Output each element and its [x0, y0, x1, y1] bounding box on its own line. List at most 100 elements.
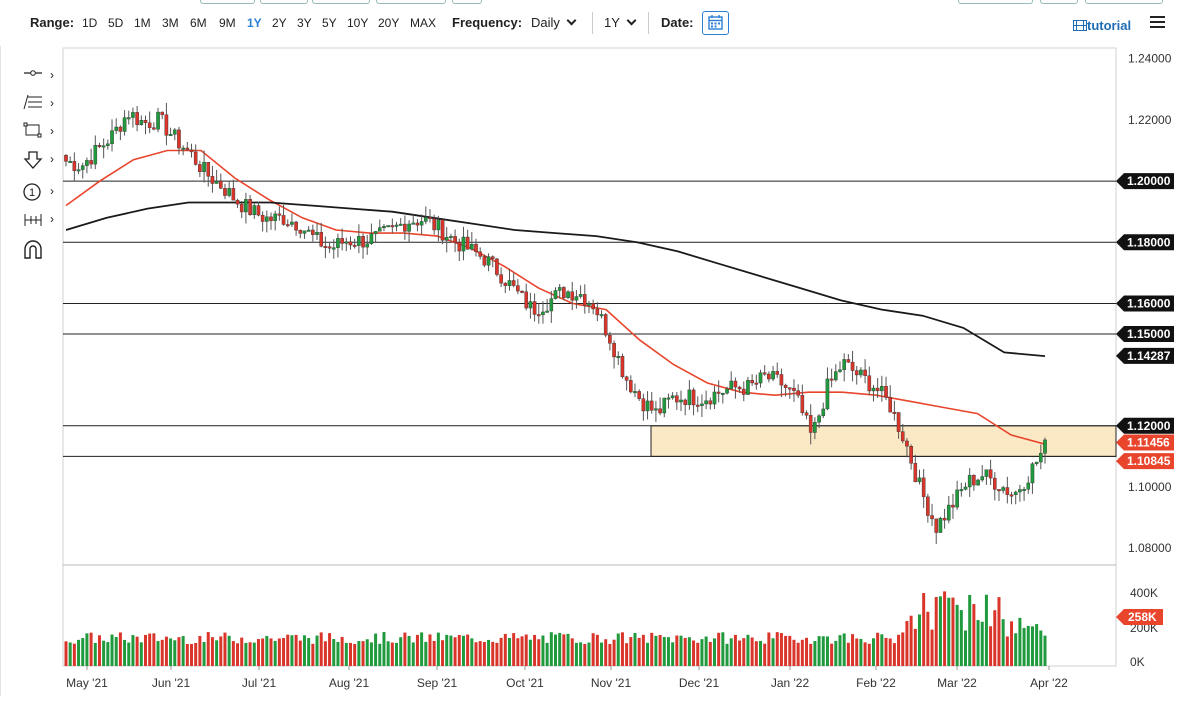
- hamburger-menu-icon[interactable]: [1150, 16, 1165, 29]
- frequency-dropdown[interactable]: Daily: [531, 15, 577, 30]
- candle-body: [382, 226, 386, 229]
- price-badge-label: 1.15000: [1127, 327, 1171, 341]
- tab-stub[interactable]: [452, 0, 482, 4]
- range-option-2y[interactable]: 2Y: [272, 16, 287, 30]
- candle-body: [938, 517, 943, 533]
- candle-body: [921, 477, 926, 498]
- range-option-max[interactable]: MAX: [410, 16, 437, 30]
- candle-body: [608, 334, 612, 344]
- tutorial-link[interactable]: tutorial: [1073, 18, 1131, 33]
- price-badge: 1.12000: [1116, 417, 1174, 434]
- volume-tick-label: 400K: [1130, 586, 1158, 600]
- candle-body: [470, 243, 474, 250]
- tab-stub[interactable]: [376, 0, 446, 4]
- rectangle-tool-button[interactable]: ›: [22, 122, 58, 144]
- candle-body: [813, 422, 817, 433]
- candle-body: [666, 397, 671, 400]
- candle-body: [1013, 491, 1018, 495]
- candle-body: [721, 392, 725, 395]
- range-option-5y[interactable]: 5Y: [322, 16, 337, 30]
- volume-bar: [185, 643, 189, 666]
- range-option-20y[interactable]: 20Y: [378, 16, 400, 30]
- volume-bar: [302, 635, 306, 666]
- range-option-5d[interactable]: 5D: [108, 16, 124, 30]
- line-tool-button[interactable]: ›: [22, 66, 58, 88]
- volume-bar: [399, 637, 403, 666]
- volume-bar: [591, 633, 595, 666]
- calendar-button[interactable]: [702, 11, 729, 35]
- arrow-tool-button[interactable]: ›: [22, 150, 58, 172]
- volume-bar: [236, 643, 240, 666]
- range-option-6m[interactable]: 6M: [190, 16, 207, 30]
- candle-body: [139, 119, 144, 125]
- range-option-1m[interactable]: 1M: [134, 16, 151, 30]
- price-badge: 1.10845: [1116, 453, 1174, 470]
- range-option-9m[interactable]: 9M: [219, 16, 236, 30]
- candle-body: [528, 301, 533, 309]
- candle-body: [708, 400, 713, 405]
- range-option-1d[interactable]: 1D: [82, 16, 98, 30]
- candle-body: [997, 489, 1001, 492]
- volume-bar: [507, 637, 511, 666]
- volume-bar: [307, 638, 311, 666]
- volume-bar: [562, 634, 566, 666]
- volume-bar: [888, 638, 892, 666]
- volume-bar: [273, 640, 277, 666]
- range-option-1y[interactable]: 1Y: [247, 16, 262, 30]
- volume-bar: [395, 642, 399, 666]
- candle-body: [557, 287, 562, 291]
- tab-stub[interactable]: [1040, 0, 1078, 4]
- candle-body: [210, 176, 215, 184]
- volume-bar: [646, 642, 650, 666]
- price-badge-label: 1.18000: [1127, 235, 1171, 249]
- volume-bar: [315, 635, 319, 666]
- range-option-3y[interactable]: 3Y: [297, 16, 312, 30]
- range-option-3m[interactable]: 3M: [162, 16, 179, 30]
- volume-bar: [227, 635, 231, 666]
- candle-body: [683, 399, 687, 405]
- volume-bar: [725, 643, 729, 666]
- measure-tool-button[interactable]: ›: [22, 210, 58, 232]
- tab-stub[interactable]: [958, 0, 1033, 4]
- volume-bar: [742, 638, 746, 666]
- range-option-10y[interactable]: 10Y: [347, 16, 369, 30]
- candle-body: [649, 400, 654, 411]
- candle-body: [612, 343, 616, 358]
- period-dropdown[interactable]: 1Y: [604, 15, 637, 30]
- candle-body: [352, 244, 357, 247]
- candle-body: [449, 236, 453, 239]
- price-badge-shape: [1116, 173, 1174, 190]
- candle-body: [457, 241, 462, 252]
- tab-stub[interactable]: [312, 0, 370, 4]
- candle-body: [344, 241, 349, 244]
- tab-stub[interactable]: [1085, 0, 1163, 4]
- candle-body: [750, 380, 754, 384]
- volume-bar: [361, 641, 365, 666]
- candle-body: [252, 205, 257, 216]
- candle-body: [361, 236, 365, 248]
- volume-bar: [206, 632, 210, 666]
- tab-stub[interactable]: [260, 0, 308, 4]
- fib-tool-icon: [23, 94, 42, 110]
- y-tick-label: 1.24000: [1128, 52, 1172, 66]
- volume-bar: [943, 591, 947, 666]
- fib-tool-button[interactable]: ›: [22, 94, 58, 116]
- price-badge-label: 1.14287: [1127, 349, 1171, 363]
- y-tick-label: 1.22000: [1128, 113, 1172, 127]
- volume-bar: [85, 633, 89, 666]
- tab-stub[interactable]: [200, 0, 255, 4]
- candle-body: [951, 504, 955, 508]
- volume-bar: [721, 632, 725, 666]
- volume-bar: [926, 611, 930, 666]
- candle-body: [511, 280, 516, 286]
- volume-bar: [282, 638, 286, 666]
- volume-bar: [625, 643, 629, 666]
- volume-bar: [169, 638, 173, 666]
- volume-bar: [528, 639, 532, 666]
- count-tool-button[interactable]: 1 ›: [22, 182, 58, 204]
- magnet-button[interactable]: [22, 240, 58, 262]
- candle-body: [963, 486, 968, 490]
- volume-bar: [750, 637, 754, 666]
- volume-bar: [106, 642, 110, 666]
